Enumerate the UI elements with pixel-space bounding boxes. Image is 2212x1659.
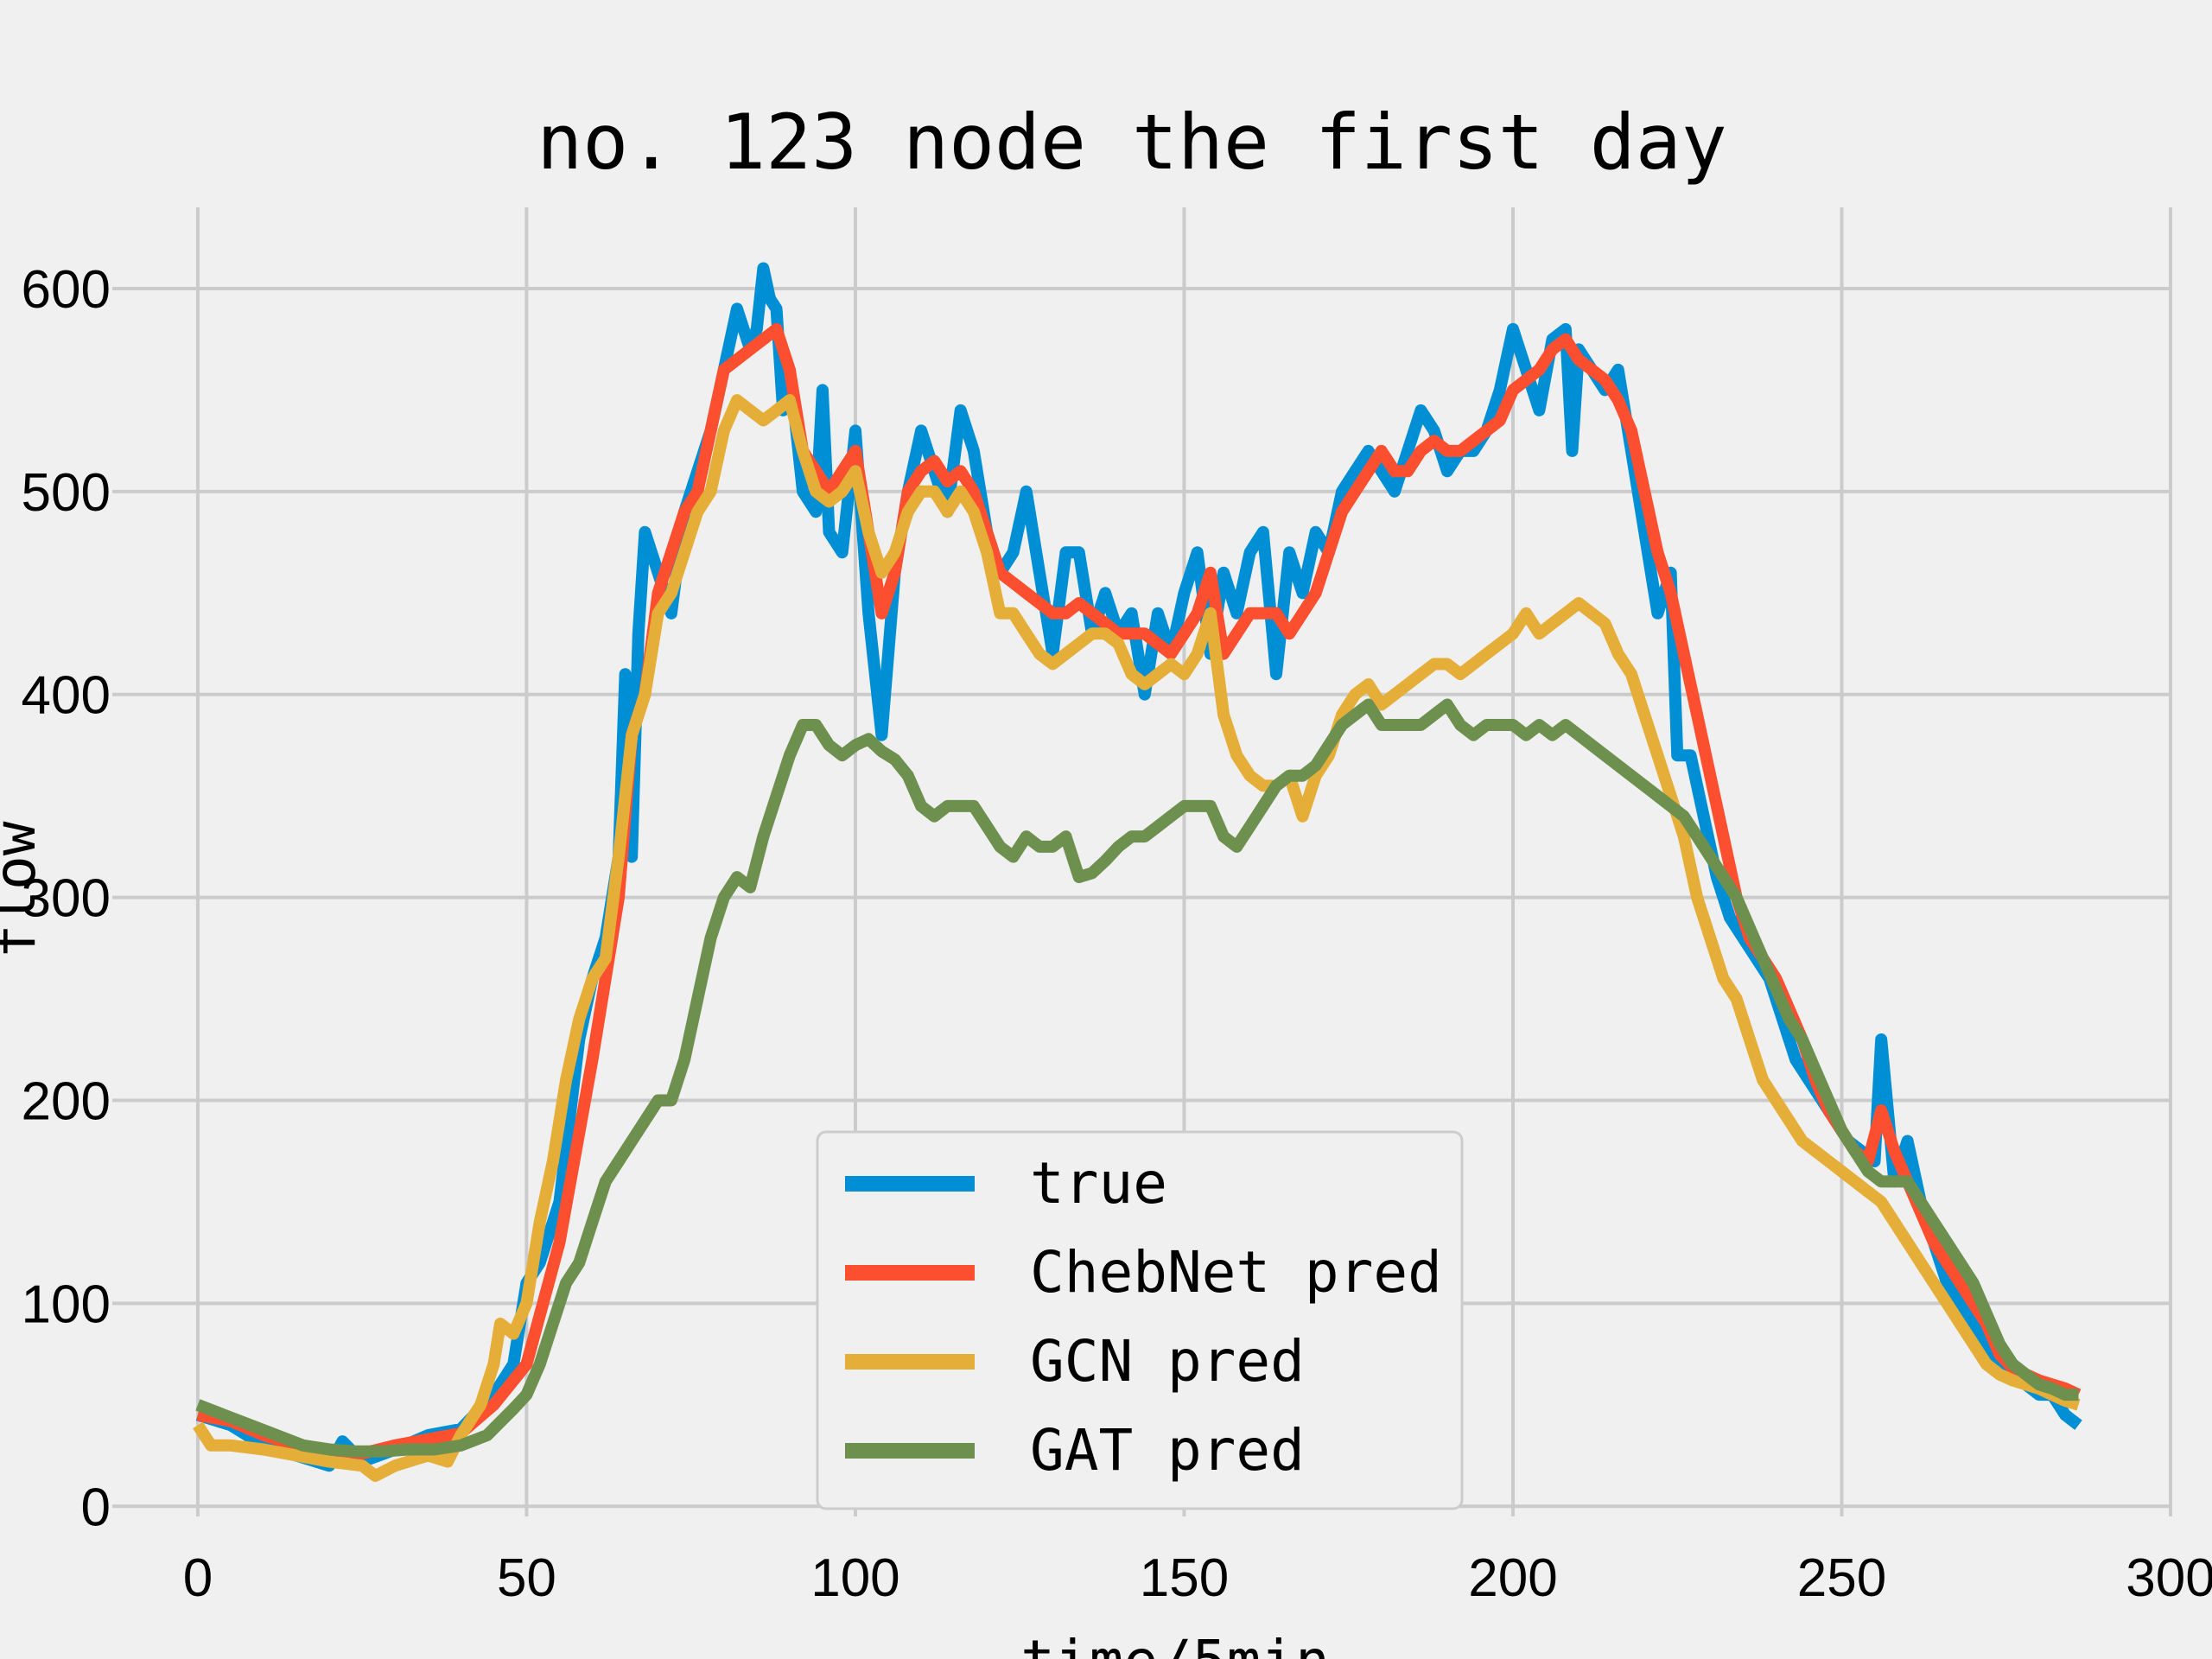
x-tick-label: 0 <box>183 1548 213 1608</box>
x-axis-label: time/5min <box>1020 1628 1330 1659</box>
legend-label: GCN pred <box>1030 1328 1305 1395</box>
legend-label: true <box>1030 1150 1167 1217</box>
legend-label: ChebNet pred <box>1030 1239 1442 1306</box>
y-axis-ticks: 0 100 200 300 400 500 600 <box>22 260 111 1537</box>
legend-label: GAT pred <box>1030 1417 1305 1484</box>
y-tick-label: 500 <box>22 463 111 523</box>
x-tick-label: 250 <box>1797 1548 1886 1608</box>
legend-box <box>816 1130 1464 1510</box>
y-tick-label: 100 <box>22 1274 111 1334</box>
x-tick-label: 150 <box>1140 1548 1229 1608</box>
x-axis-ticks: 0 50 100 150 200 250 300 <box>183 1548 2212 1608</box>
y-tick-label: 200 <box>22 1071 111 1131</box>
x-tick-label: 200 <box>1468 1548 1557 1608</box>
y-tick-label: 600 <box>22 260 111 320</box>
legend: true ChebNet pred GCN pred GAT pred <box>816 1130 1464 1510</box>
y-axis-label: flow <box>0 821 48 958</box>
y-tick-label: 300 <box>22 869 111 929</box>
y-tick-label: 0 <box>81 1478 111 1537</box>
x-tick-label: 100 <box>810 1548 899 1608</box>
x-tick-label: 300 <box>2126 1548 2212 1608</box>
grid <box>112 207 2172 1516</box>
chart-title: no. 123 node the first day <box>537 98 1727 187</box>
series-lines <box>193 262 2082 1482</box>
y-tick-label: 400 <box>22 666 111 726</box>
x-tick-label: 50 <box>497 1548 556 1608</box>
series-line-gcn-pred <box>193 394 2081 1482</box>
series-line-gat-pred <box>195 698 2079 1458</box>
